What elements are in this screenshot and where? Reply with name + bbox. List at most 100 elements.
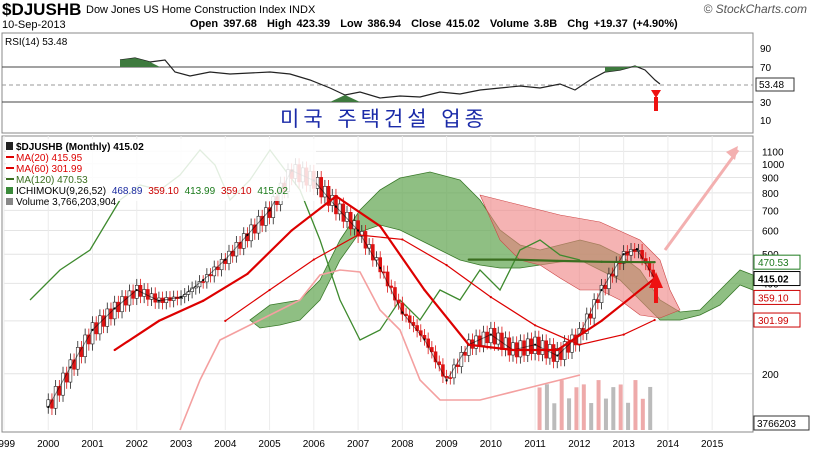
- rsi-line: [119, 57, 661, 99]
- volume-bar: [648, 386, 653, 430]
- series-point: [312, 258, 315, 261]
- korean-title: 미국 주택건설 업종: [280, 107, 488, 131]
- candle-body: [68, 359, 73, 383]
- legend-swatch-price: [6, 142, 13, 150]
- index-name: Dow Jones US Home Construction Index IND…: [86, 4, 315, 16]
- candle-body: [98, 315, 102, 335]
- series-point: [423, 288, 426, 292]
- candle-body: [112, 301, 117, 320]
- volume-bar: [596, 380, 601, 430]
- candle-body: [249, 224, 253, 242]
- candle-body: [570, 334, 574, 353]
- y-tick-label: 800: [762, 189, 779, 200]
- series-point: [467, 343, 470, 346]
- series-point: [622, 333, 625, 336]
- series-point: [224, 258, 227, 261]
- series-point: [246, 272, 249, 276]
- x-tick-label: 2013: [613, 439, 636, 450]
- rsi-label: RSI(14) 53.48: [5, 37, 68, 48]
- low-value: 386.94: [367, 18, 401, 30]
- high-value: 423.39: [296, 18, 331, 30]
- legend-volume: Volume 3,766,203,904: [16, 197, 117, 208]
- candle-body: [53, 386, 58, 409]
- candle-body: [477, 335, 482, 346]
- stockcharts-brand: © StockCharts.com: [703, 2, 807, 16]
- volume-bar: [537, 387, 542, 430]
- legend-ichimoku-v4: 359.10: [221, 186, 252, 197]
- volume-bar: [581, 384, 586, 430]
- volume-bar: [618, 384, 623, 430]
- series-point: [179, 295, 183, 299]
- chart-date: 10-Sep-2013: [2, 19, 66, 31]
- legend-ichimoku: ICHIMOKU(9,26,52) 468.89 359.10 413.99 3…: [16, 186, 288, 197]
- series-point: [622, 253, 625, 256]
- y-tick-label: 1100: [762, 147, 784, 158]
- series-point: [379, 225, 382, 228]
- series-point: [635, 248, 639, 251]
- series-point: [556, 259, 559, 263]
- x-tick-label: 1999: [0, 439, 16, 450]
- series-point: [113, 307, 116, 310]
- volume-bar: [559, 380, 564, 430]
- series-point: [511, 348, 515, 352]
- series-point: [113, 348, 116, 352]
- candle-body: [264, 207, 268, 226]
- candle-body: [234, 242, 239, 257]
- candle-body: [341, 203, 346, 222]
- volume-bar: [640, 398, 645, 430]
- x-tick-label: 2009: [435, 439, 458, 450]
- value-badge-red: [753, 289, 801, 305]
- candle-body: [256, 215, 261, 234]
- candle-body: [448, 377, 453, 379]
- chg-value: +19.37 (+4.90%): [593, 18, 678, 30]
- candle-body: [75, 347, 80, 370]
- volume-label: Volume: [489, 18, 529, 30]
- candle-body: [61, 372, 65, 396]
- legend-ichimoku-v1: 468.89: [112, 186, 143, 197]
- volume-bar: [611, 387, 616, 430]
- candle-body: [101, 315, 106, 327]
- low-label: Low: [340, 18, 363, 30]
- ichimoku-cloud-green: [249, 171, 754, 329]
- candle-body: [120, 296, 124, 313]
- rsi-ticks: 90 70 30 10: [760, 44, 772, 127]
- value-badge-text: 470.53: [758, 258, 789, 269]
- legend-price: $DJUSHB (Monthly) 415.02: [16, 142, 144, 153]
- x-tick-label: 2006: [303, 439, 326, 450]
- series-point: [334, 205, 338, 208]
- candle-body: [241, 233, 246, 249]
- x-tick-label: 2005: [258, 439, 281, 450]
- rsi-tick-30: 30: [760, 98, 772, 109]
- chg-label: Chg: [567, 18, 589, 30]
- x-tick-label: 2007: [347, 439, 370, 450]
- series-point: [356, 229, 360, 232]
- series-point: [356, 233, 360, 236]
- high-label: High: [266, 18, 292, 30]
- exchange: INDX: [289, 4, 316, 16]
- y-tick-label: 600: [762, 226, 779, 237]
- legend-ma60: MA(60) 301.99: [16, 164, 83, 175]
- series-point: [268, 288, 271, 292]
- value-badge-text: 359.10: [758, 293, 789, 304]
- index-name-text: Dow Jones US Home Construction Index: [86, 4, 286, 16]
- volume-bar: [603, 398, 608, 430]
- volume-badge: [753, 415, 810, 431]
- rsi-value-badge-text: 53.48: [759, 80, 784, 91]
- series-point: [268, 209, 271, 212]
- legend-bg: [6, 139, 316, 201]
- candle-body: [127, 290, 132, 306]
- x-tick-label: 2014: [657, 439, 680, 450]
- chart-symbol: $DJUSHB: [2, 0, 82, 19]
- rsi-arrow-shaft: [654, 97, 658, 111]
- volume-bar: [626, 402, 631, 430]
- series-point: [202, 299, 205, 302]
- rsi-tick-90: 90: [760, 44, 772, 55]
- candle-body: [116, 301, 121, 313]
- trend-projection-arrow: [663, 149, 740, 251]
- ohlc-bar: Open 397.68 High 423.39 Low 386.94 Close…: [190, 18, 678, 30]
- rsi-frame: [1, 32, 754, 134]
- series-point: [534, 343, 537, 346]
- series-point: [445, 264, 448, 267]
- candle-body: [105, 308, 110, 327]
- x-tick-label: 2002: [126, 439, 149, 450]
